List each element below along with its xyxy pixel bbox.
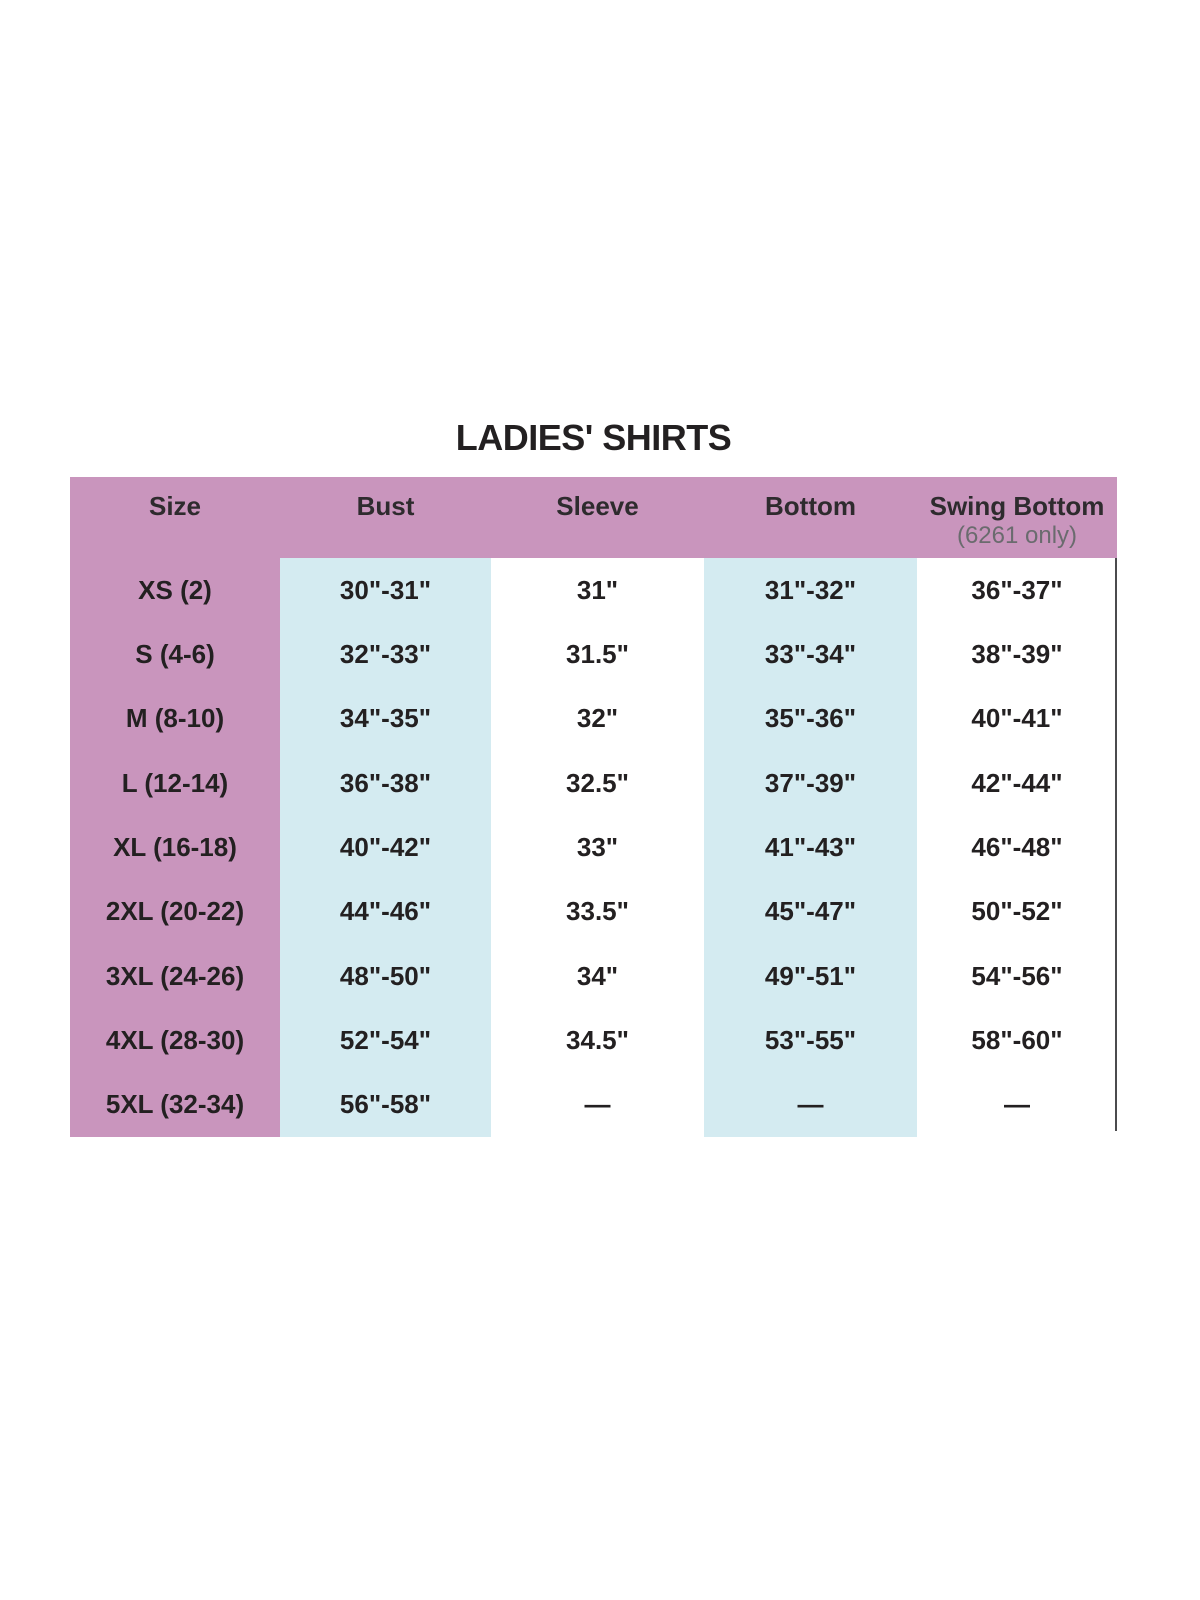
bottom-cell: —: [704, 1072, 917, 1137]
sleeve-cell: 32": [491, 686, 704, 751]
bottom-cell: 53"-55": [704, 1008, 917, 1073]
page-title: LADIES' SHIRTS: [455, 417, 732, 458]
bottom-cell: 35"-36": [704, 686, 917, 751]
swing-bottom-cell: 40"-41": [917, 686, 1117, 751]
column-header-swing-bottom: Swing Bottom (6261 only): [917, 477, 1117, 558]
sleeve-cell: 32.5": [491, 750, 704, 816]
size-cell: 3XL (24-26): [70, 943, 280, 1009]
size-cell: L (12-14): [70, 750, 280, 816]
size-cell: XS (2): [70, 558, 280, 623]
sleeve-cell: 33.5": [491, 879, 704, 944]
sleeve-cell: 34.5": [491, 1008, 704, 1073]
table-row: S (4-6) 32"-33" 31.5" 33"-34" 38"-39": [70, 622, 1117, 687]
bust-cell: 44"-46": [280, 879, 491, 944]
swing-bottom-cell: 58"-60": [917, 1008, 1117, 1073]
bust-cell: 36"-38": [280, 750, 491, 816]
size-cell: M (8-10): [70, 686, 280, 751]
size-cell: 2XL (20-22): [70, 879, 280, 944]
bottom-cell: 45"-47": [704, 879, 917, 944]
bust-cell: 52"-54": [280, 1008, 491, 1073]
swing-bottom-cell: 50"-52": [917, 879, 1117, 944]
swing-bottom-cell: —: [917, 1072, 1117, 1137]
table-body: XS (2) 30"-31" 31" 31"-32" 36"-37" S (4-…: [70, 558, 1117, 1137]
size-cell: S (4-6): [70, 622, 280, 687]
table-header-row: Size Bust Sleeve Bottom Swing Bottom (62…: [70, 477, 1117, 558]
bust-cell: 30"-31": [280, 558, 491, 623]
swing-bottom-cell: 42"-44": [917, 750, 1117, 816]
bottom-cell: 31"-32": [704, 558, 917, 623]
table-row: L (12-14) 36"-38" 32.5" 37"-39" 42"-44": [70, 750, 1117, 816]
bust-cell: 32"-33": [280, 622, 491, 687]
swing-bottom-sublabel: (6261 only): [956, 522, 1078, 549]
bust-cell: 40"-42": [280, 815, 491, 880]
swing-bottom-cell: 54"-56": [917, 943, 1117, 1009]
bottom-cell: 33"-34": [704, 622, 917, 687]
size-cell: XL (16-18): [70, 815, 280, 880]
table-row: 4XL (28-30) 52"-54" 34.5" 53"-55" 58"-60…: [70, 1008, 1117, 1073]
size-cell: 4XL (28-30): [70, 1008, 280, 1073]
swing-bottom-cell: 38"-39": [917, 622, 1117, 687]
table-row: 5XL (32-34) 56"-58" — — —: [70, 1072, 1117, 1137]
size-cell: 5XL (32-34): [70, 1072, 280, 1137]
bust-cell: 34"-35": [280, 686, 491, 751]
table-right-divider: [1115, 558, 1117, 1131]
swing-bottom-label: Swing Bottom: [929, 491, 1105, 521]
column-header-bust: Bust: [356, 491, 415, 521]
bust-cell: 56"-58": [280, 1072, 491, 1137]
table-row: M (8-10) 34"-35" 32" 35"-36" 40"-41": [70, 686, 1117, 751]
bottom-cell: 37"-39": [704, 750, 917, 816]
column-header-sleeve: Sleeve: [556, 491, 639, 521]
size-chart-table: Size Bust Sleeve Bottom Swing Bottom (62…: [70, 477, 1117, 1137]
sleeve-cell: 34": [491, 943, 704, 1009]
column-header-bottom: Bottom: [765, 491, 856, 521]
table-row: 2XL (20-22) 44"-46" 33.5" 45"-47" 50"-52…: [70, 879, 1117, 944]
swing-bottom-cell: 46"-48": [917, 815, 1117, 880]
bottom-cell: 41"-43": [704, 815, 917, 880]
sleeve-cell: 33": [491, 815, 704, 880]
swing-bottom-cell: 36"-37": [917, 558, 1117, 623]
bottom-cell: 49"-51": [704, 943, 917, 1009]
sleeve-cell: —: [491, 1072, 704, 1137]
table-row: XS (2) 30"-31" 31" 31"-32" 36"-37": [70, 558, 1117, 623]
sleeve-cell: 31.5": [491, 622, 704, 687]
table-row: XL (16-18) 40"-42" 33" 41"-43" 46"-48": [70, 815, 1117, 880]
bust-cell: 48"-50": [280, 943, 491, 1009]
table-row: 3XL (24-26) 48"-50" 34" 49"-51" 54"-56": [70, 943, 1117, 1009]
sleeve-cell: 31": [491, 558, 704, 623]
column-header-size: Size: [148, 491, 202, 521]
